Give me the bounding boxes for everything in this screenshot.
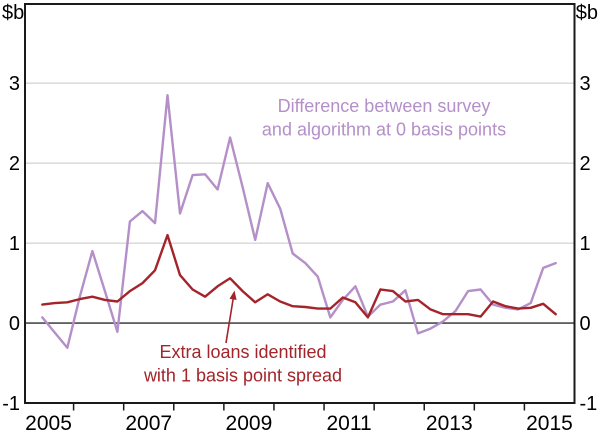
x-year-label: 2009	[226, 412, 273, 434]
y-tick-label-right: 0	[580, 313, 591, 335]
y-tick-label-right: -1	[580, 393, 598, 415]
x-ticks	[72, 404, 526, 411]
y-axis-labels: -1 -1 0 0 1 1 2 2 3 3	[2, 73, 597, 415]
plot-frame	[24, 3, 576, 404]
x-year-label: 2013	[426, 412, 473, 434]
y-tick-label-right: 3	[580, 73, 591, 95]
unit-label-right: $b	[576, 2, 598, 24]
extra-loans-label: Extra loans identified with 1 basis point…	[143, 290, 342, 386]
gridlines	[25, 82, 575, 244]
y-tick-label-right: 2	[580, 153, 591, 175]
x-year-label: 2015	[526, 412, 573, 434]
extra-loans-label-text: Extra loans identified	[159, 342, 326, 362]
x-axis-labels: 2005 2007 2009 2011 2013 2015	[25, 412, 573, 434]
y-tick-label-left: -1	[2, 393, 20, 415]
survey-diff-label: Difference between survey and algorithm a…	[262, 96, 506, 140]
y-tick-label-left: 1	[9, 233, 20, 255]
x-year-label: 2011	[327, 412, 372, 434]
y-tick-label-left: 2	[9, 153, 20, 175]
survey_diff-line	[41, 93, 557, 349]
extra_loans-line	[41, 233, 557, 319]
x-year-label: 2007	[125, 412, 172, 434]
survey-diff-label-text: and algorithm at 0 basis points	[262, 120, 506, 140]
extra-loans-label-arrowhead	[229, 290, 237, 300]
y-tick-label-right: 1	[580, 233, 591, 255]
survey-diff-label-text: Difference between survey	[278, 96, 491, 116]
extra-loans-label-arrow-shaft	[225, 295, 235, 344]
y-tick-label-left: 3	[9, 73, 20, 95]
extra-loans-label-text: with 1 basis point spread	[143, 366, 342, 386]
x-year-label: 2005	[25, 412, 72, 434]
y-tick-label-left: 0	[9, 313, 20, 335]
unit-label-left: $b	[2, 2, 24, 24]
